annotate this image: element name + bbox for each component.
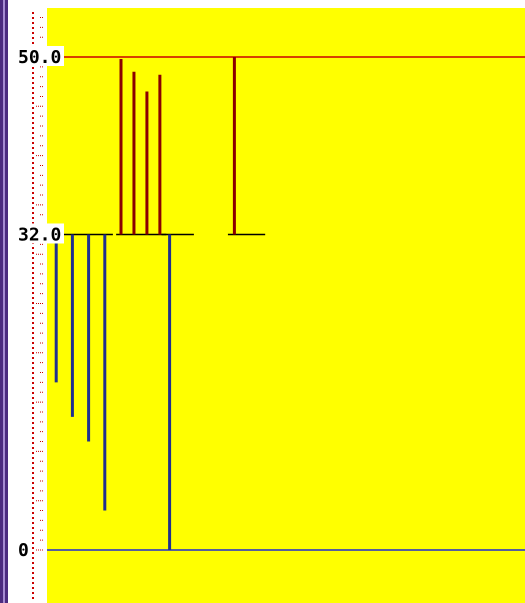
y-axis-tick-labels: 50.0 32.0 0 — [16, 46, 64, 561]
window-left-border — [0, 0, 8, 603]
y-tick-label-group: 32.0 — [16, 223, 64, 245]
bars-layer — [48, 57, 266, 550]
y-tick-label-bg — [16, 223, 64, 244]
y-tick-label-bg — [16, 46, 64, 66]
reference-lines — [47, 56, 525, 551]
y-tick-label-bg — [16, 539, 31, 559]
y-axis-tick-marks — [32, 12, 44, 600]
plot-area-background — [47, 8, 525, 603]
y-tick-label: 50.0 — [18, 47, 61, 68]
y-tick-label: 0 — [18, 540, 29, 561]
y-tick-label: 32.0 — [18, 224, 61, 245]
y-tick-label-group: 50.0 — [16, 46, 64, 68]
y-tick-label-group: 0 — [16, 539, 31, 561]
